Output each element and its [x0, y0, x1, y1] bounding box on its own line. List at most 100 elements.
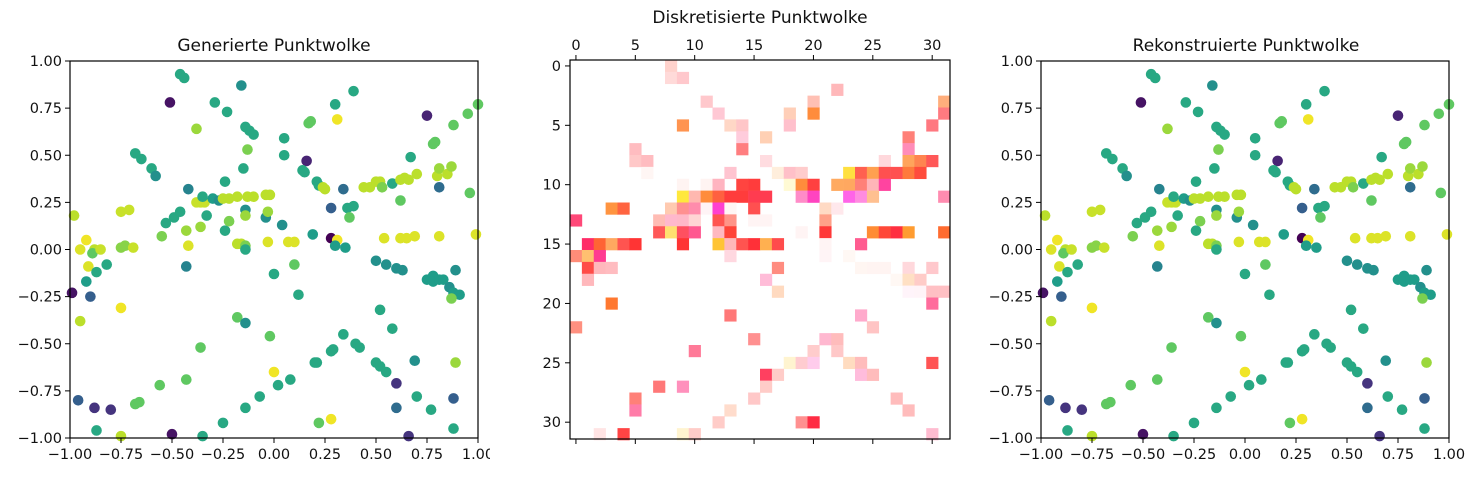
data-point [1374, 430, 1385, 442]
data-point [1225, 391, 1237, 402]
heatmap-cell [570, 214, 583, 227]
data-point [178, 72, 190, 84]
data-point [1100, 398, 1112, 410]
heatmap-cell [688, 428, 701, 441]
heatmap-cell [688, 226, 701, 239]
heatmap-cell [760, 368, 773, 381]
data-point [1319, 200, 1330, 212]
data-point [395, 195, 406, 206]
heatmap-cell [570, 250, 583, 263]
data-point [123, 204, 135, 216]
heatmap-cell [902, 261, 915, 275]
heatmap-cell [593, 261, 606, 275]
x-tick-label: −1.00 [48, 447, 92, 463]
heatmap-cell [570, 321, 583, 334]
heatmap-cell [807, 416, 820, 429]
data-point [231, 191, 243, 203]
data-point [1043, 395, 1055, 406]
data-point [1296, 413, 1308, 425]
heatmap-cell [724, 214, 737, 227]
data-point [450, 357, 461, 368]
data-point [272, 379, 284, 391]
data-point [1219, 191, 1230, 203]
data-point [1137, 428, 1149, 440]
y-tick-label: 0.50 [1001, 148, 1033, 164]
heatmap-cell [878, 166, 891, 180]
x-tick-label: 20 [804, 38, 822, 54]
heatmap-cell [771, 368, 785, 381]
x-tick-label: 0.00 [258, 447, 290, 463]
data-point [183, 240, 194, 252]
data-point [462, 108, 474, 120]
data-point [409, 231, 421, 242]
data-point [1188, 417, 1200, 429]
heatmap-cell [819, 214, 832, 227]
data-point [264, 330, 276, 342]
heatmap-cell [665, 214, 678, 227]
heatmap-cell [831, 202, 844, 215]
x-tick-label: 25 [864, 38, 882, 54]
heatmap-cell [831, 333, 844, 346]
data-point [115, 206, 127, 218]
data-point [1162, 123, 1173, 135]
heatmap-cell [902, 155, 915, 168]
heatmap-cell [878, 226, 891, 239]
heatmap-cell [771, 285, 785, 298]
y-tick-label: −0.75 [989, 384, 1033, 400]
data-point [1396, 404, 1408, 416]
heatmap-cell [760, 238, 773, 251]
data-point [1180, 97, 1192, 108]
data-point [1037, 287, 1049, 299]
heatmap-cell [866, 178, 880, 191]
data-point [1166, 342, 1177, 353]
data-point [209, 97, 221, 108]
data-point [1151, 374, 1163, 385]
heatmap-cell [641, 166, 654, 180]
data-point [1404, 163, 1416, 174]
data-point [1172, 210, 1183, 221]
x-tick-label: 0.25 [309, 447, 341, 463]
heatmap-cell [581, 238, 595, 251]
data-point [380, 259, 392, 270]
heatmap-cell [843, 190, 856, 203]
heatmap-cell [629, 238, 642, 251]
data-point [87, 247, 98, 259]
heatmap-cell [581, 250, 595, 263]
data-point [1107, 153, 1118, 165]
heatmap-cell [700, 190, 713, 203]
data-point [240, 210, 251, 221]
data-point [446, 161, 457, 172]
heatmap-cell [724, 238, 737, 251]
data-point [1194, 193, 1206, 204]
y-tick-label: 30 [543, 415, 561, 431]
data-point [1366, 195, 1377, 206]
heatmap-cell [807, 95, 820, 108]
data-point [136, 153, 147, 165]
heatmap-cell [760, 380, 773, 393]
heatmap-cell [795, 226, 808, 239]
data-point [1419, 119, 1430, 131]
data-point [391, 402, 402, 414]
reconstructed-point-cloud-panel: Rekonstruierte Punktwolke −1.00 −0.75 −0.5… [970, 0, 1478, 477]
data-point [1211, 210, 1222, 221]
heatmap-cell [807, 356, 820, 370]
data-point [1168, 191, 1179, 203]
heatmap-cell [712, 178, 725, 191]
data-point [195, 342, 206, 353]
data-point [448, 393, 459, 404]
data-point [276, 219, 288, 231]
data-point [1190, 225, 1202, 236]
data-point [1213, 144, 1224, 155]
heatmap-cell [760, 190, 773, 203]
data-point [338, 183, 349, 195]
x-tick-label: 15 [745, 38, 763, 54]
data-point [1341, 255, 1353, 267]
heatmap-cell [724, 250, 737, 263]
heatmap-cell [629, 392, 642, 405]
data-point [68, 210, 80, 221]
heatmap-cell [712, 107, 725, 120]
heatmap-cell [771, 238, 785, 251]
heatmap-cell [581, 273, 595, 286]
data-point [1380, 355, 1392, 367]
heatmap-cell [866, 261, 880, 275]
